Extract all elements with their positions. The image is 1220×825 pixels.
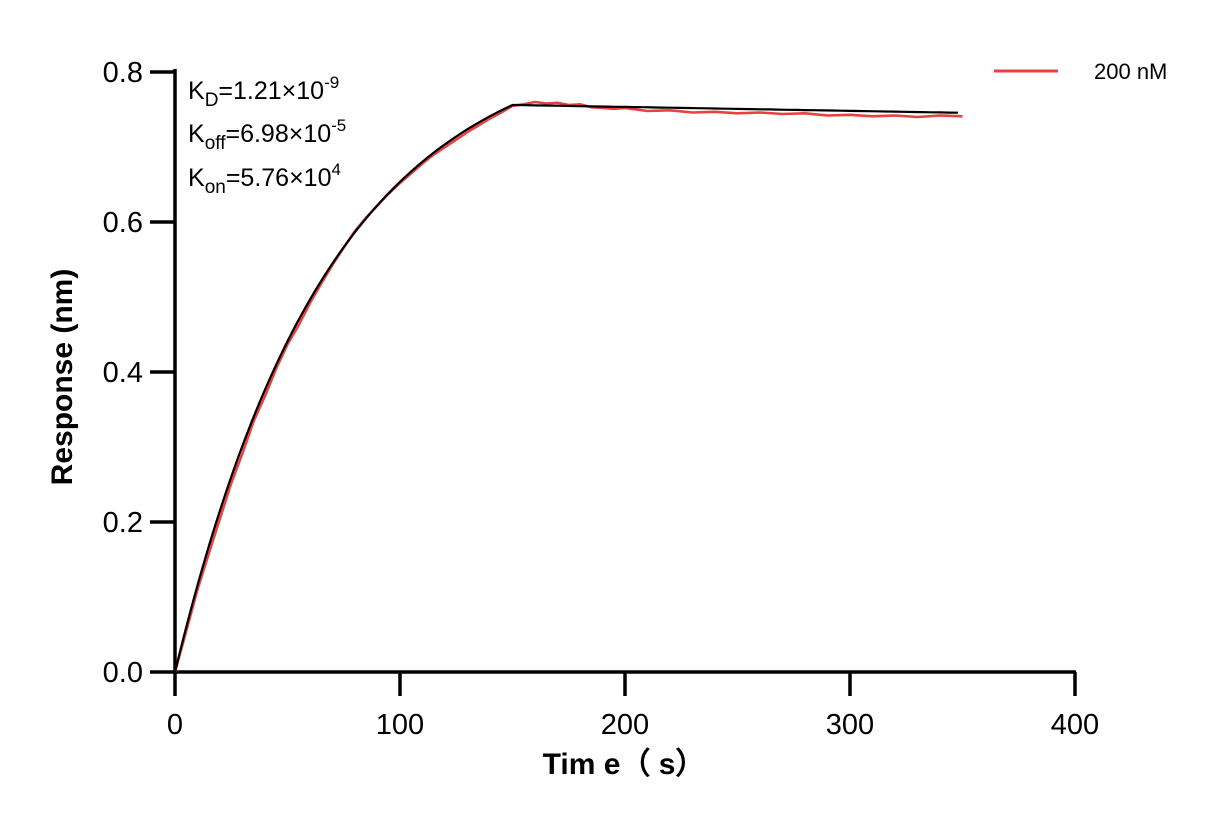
kd-annotation: KD=1.21×10-9 — [188, 73, 339, 111]
fit-curve-line — [173, 103, 959, 673]
y-axis-title: Response (nm) — [46, 269, 79, 486]
x-tick-label: 100 — [376, 709, 424, 741]
x-tick-label: 0 — [167, 709, 183, 741]
axes — [173, 69, 1076, 674]
kinetic-constants-annotation: KD=1.21×10-9 Koff=6.98×10-5 Kon=5.76×104 — [188, 73, 346, 198]
plot-lines — [173, 100, 963, 673]
y-tick-label: 0.8 — [103, 57, 143, 89]
x-tick-label: 300 — [826, 709, 874, 741]
series-line-200nm — [173, 100, 963, 673]
x-tick-label: 400 — [1051, 709, 1099, 741]
y-tick-label: 0.6 — [103, 207, 143, 239]
y-tick-label: 0.0 — [103, 657, 143, 689]
x-tick-label: 200 — [601, 709, 649, 741]
legend: 200 nM — [994, 59, 1167, 84]
x-axis-title: Tim e（ s） — [543, 747, 706, 781]
y-ticks: 0.0 0.2 0.4 0.6 0.8 — [103, 57, 175, 689]
y-tick-label: 0.4 — [103, 357, 143, 389]
koff-annotation: Koff=6.98×10-5 — [188, 116, 346, 154]
x-ticks: 0 100 200 300 400 — [167, 672, 1099, 741]
kon-annotation: Kon=5.76×104 — [188, 160, 341, 198]
legend-label-200nm: 200 nM — [1094, 59, 1167, 84]
y-tick-label: 0.2 — [103, 507, 143, 539]
